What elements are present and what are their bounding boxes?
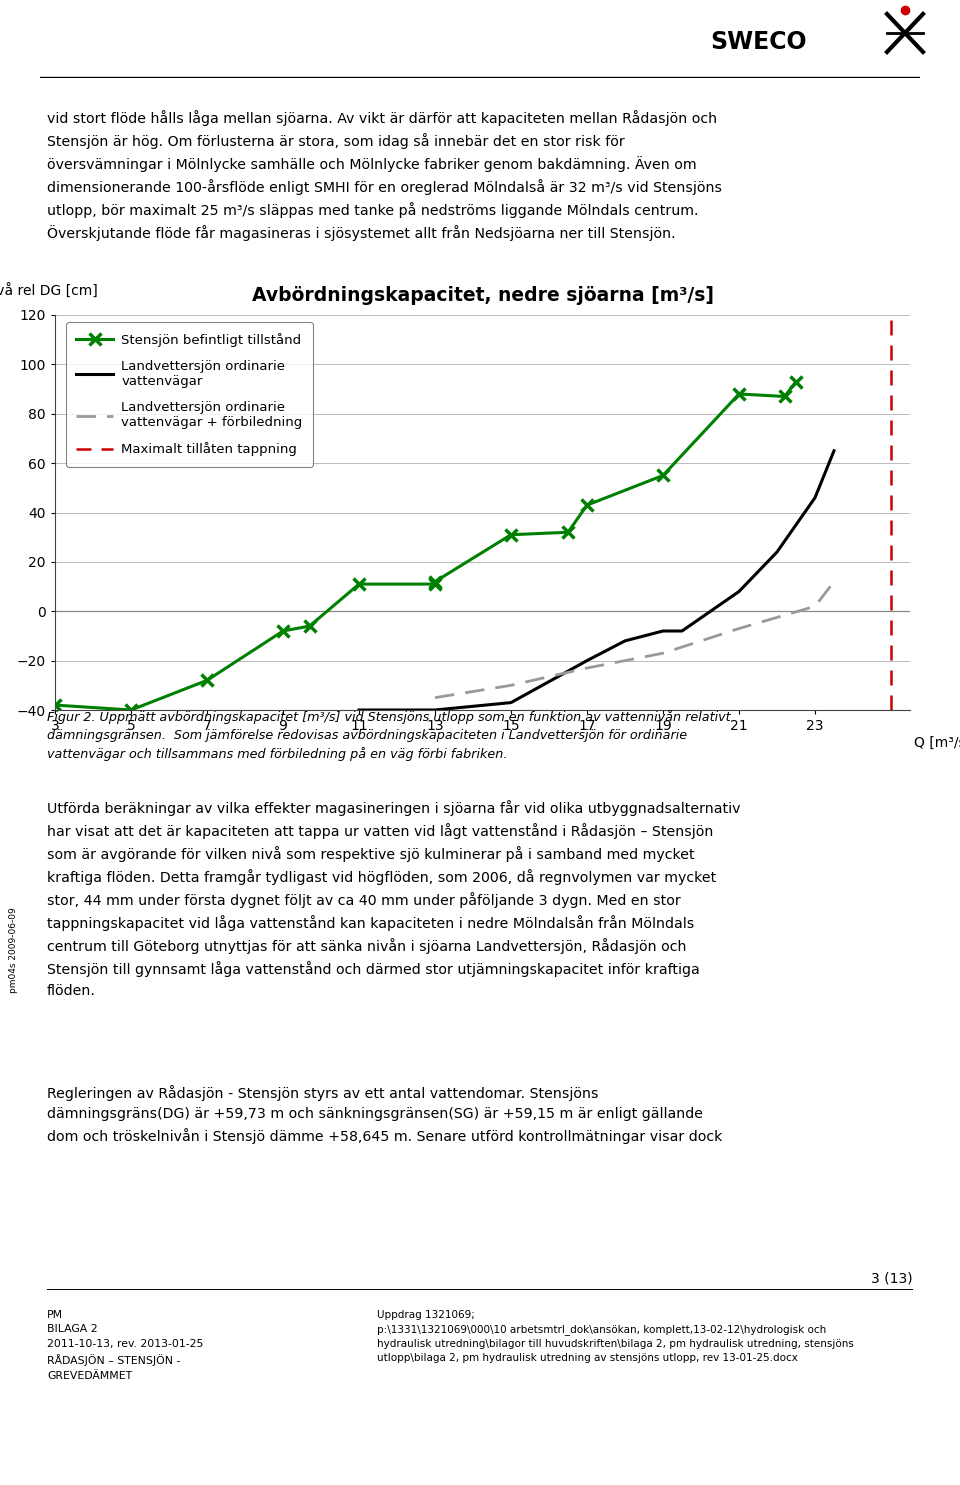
Landvettersjön ordinarie
vattenvägar <box>676 622 687 640</box>
Landvettersjön ordinarie
vattenvägar <box>505 693 516 711</box>
Landvettersjön ordinarie
vattenvägar + förbiledning <box>828 573 840 591</box>
Stensjön befintligt tillstånd <box>277 622 289 640</box>
Landvettersjön ordinarie
vattenvägar <box>733 582 745 600</box>
Text: Regleringen av Rådasjön - Stensjön styrs av ett antal vattendomar. Stensjöns
däm: Regleringen av Rådasjön - Stensjön styrs… <box>47 1086 722 1143</box>
Landvettersjön ordinarie
vattenvägar + förbiledning <box>809 597 821 615</box>
Landvettersjön ordinarie
vattenvägar <box>828 443 840 460</box>
Landvettersjön ordinarie
vattenvägar + förbiledning <box>505 676 516 693</box>
Landvettersjön ordinarie
vattenvägar <box>581 652 592 670</box>
Line: Stensjön befintligt tillstånd: Stensjön befintligt tillstånd <box>50 376 802 716</box>
Stensjön befintligt tillstånd <box>353 575 365 593</box>
Stensjön befintligt tillstånd <box>658 466 669 484</box>
Landvettersjön ordinarie
vattenvägar + förbiledning <box>429 689 441 707</box>
Text: PM
BILAGA 2
2011-10-13, rev. 2013-01-25
RÅDASJÖN – STENSJÖN -
GREVEDÄMMET: PM BILAGA 2 2011-10-13, rev. 2013-01-25 … <box>47 1310 204 1381</box>
Stensjön befintligt tillstånd <box>790 373 802 391</box>
Stensjön befintligt tillstånd <box>733 385 745 402</box>
Landvettersjön ordinarie
vattenvägar + förbiledning <box>733 619 745 637</box>
Landvettersjön ordinarie
vattenvägar <box>771 544 782 561</box>
Text: SWECO: SWECO <box>710 30 806 53</box>
Landvettersjön ordinarie
vattenvägar <box>658 622 669 640</box>
Title: Avbördningskapacitet, nedre sjöarna [m³/s]: Avbördningskapacitet, nedre sjöarna [m³/… <box>252 287 713 304</box>
Stensjön befintligt tillstånd <box>49 696 60 714</box>
Stensjön befintligt tillstånd <box>563 523 574 541</box>
Stensjön befintligt tillstånd <box>202 671 213 689</box>
Text: vid stort flöde hålls låga mellan sjöarna. Av vikt är därför att kapaciteten mel: vid stort flöde hålls låga mellan sjöarn… <box>47 110 722 242</box>
Text: Utförda beräkningar av vilka effekter magasineringen i sjöarna får vid olika utb: Utförda beräkningar av vilka effekter ma… <box>47 800 740 998</box>
Stensjön befintligt tillstånd <box>303 618 315 636</box>
Text: Uppdrag 1321069;
p:\1331\1321069\000\10 arbetsmtrl_dok\ansökan, komplett,13-02-1: Uppdrag 1321069; p:\1331\1321069\000\10 … <box>377 1310 853 1363</box>
Text: Nivå rel DG [cm]: Nivå rel DG [cm] <box>0 284 98 298</box>
Landvettersjön ordinarie
vattenvägar <box>429 701 441 719</box>
Landvettersjön ordinarie
vattenvägar <box>353 701 365 719</box>
Stensjön befintligt tillstånd <box>581 496 592 514</box>
Maximalt tillåten tappning <box>885 600 897 618</box>
Stensjön befintligt tillstånd <box>505 526 516 544</box>
Landvettersjön ordinarie
vattenvägar + förbiledning <box>581 659 592 677</box>
Stensjön befintligt tillstånd <box>125 701 136 719</box>
Stensjön befintligt tillstånd <box>779 388 790 405</box>
Text: Figur 2. Uppmätt avbördningskapacitet [m³/s] vid Stensjöns utlopp som en funktio: Figur 2. Uppmätt avbördningskapacitet [m… <box>47 710 731 762</box>
Stensjön befintligt tillstånd <box>429 573 441 591</box>
Line: Landvettersjön ordinarie
vattenvägar: Landvettersjön ordinarie vattenvägar <box>359 451 834 710</box>
Text: Q [m³/s]: Q [m³/s] <box>914 735 960 750</box>
Line: Landvettersjön ordinarie
vattenvägar + förbiledning: Landvettersjön ordinarie vattenvägar + f… <box>435 582 834 698</box>
Stensjön befintligt tillstånd <box>429 575 441 593</box>
Text: pm04s 2009-06-09: pm04s 2009-06-09 <box>10 907 18 993</box>
Maximalt tillåten tappning <box>885 603 897 621</box>
Landvettersjön ordinarie
vattenvägar <box>619 633 631 650</box>
Legend: Stensjön befintligt tillstånd, Landvettersjön ordinarie
vattenvägar, Landvetters: Stensjön befintligt tillstånd, Landvette… <box>66 322 313 466</box>
Landvettersjön ordinarie
vattenvägar <box>809 489 821 506</box>
Text: 3 (13): 3 (13) <box>872 1271 913 1285</box>
Landvettersjön ordinarie
vattenvägar + förbiledning <box>658 644 669 662</box>
